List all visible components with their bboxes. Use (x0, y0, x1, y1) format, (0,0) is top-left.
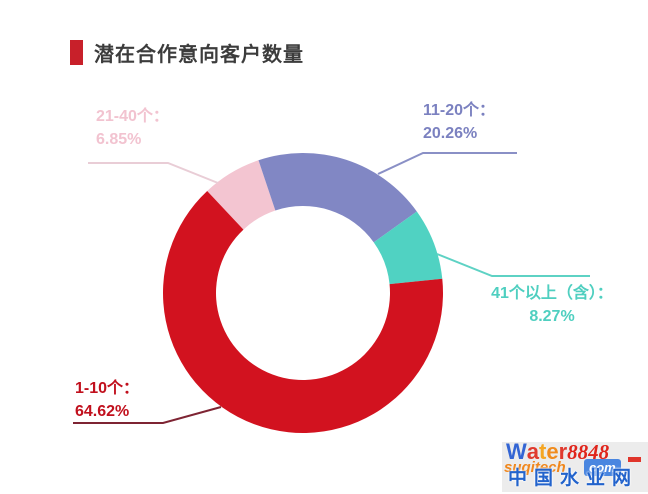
watermark-brand-letter: a (526, 439, 540, 464)
watermark-suqitech-text: suqitech (504, 459, 566, 476)
slice-label-percent: 64.62% (75, 403, 130, 420)
watermark-brand-letter: W (506, 439, 527, 464)
watermark-red-tag (628, 457, 641, 462)
slice-label-category: 1-10个： (75, 380, 140, 397)
slice-label-21-40: 21-40个： 6.85% (96, 106, 169, 151)
slice-label-category: 11-20个： (423, 102, 496, 119)
leader-line-21-40 (88, 162, 219, 184)
donut-slice-1-10 (163, 190, 443, 433)
page-title: 潜在合作意向客户数量 (94, 44, 304, 66)
watermark-brand-letter: r (558, 439, 568, 464)
watermark-brand-letter: e (546, 439, 559, 464)
leader-line-1-10 (73, 406, 222, 424)
leader-line-41plus (436, 253, 590, 277)
watermark-number: 8848 (567, 440, 610, 464)
slice-label-percent: 8.27% (529, 308, 575, 325)
donut-slice-21-40 (207, 160, 276, 230)
slice-label-category: 21-40个： (96, 108, 169, 125)
watermark-com-badge: com (584, 459, 621, 476)
slice-label-1-10: 1-10个： 64.62% (75, 378, 139, 423)
slice-label-percent: 20.26% (423, 125, 478, 142)
donut-slice-41plus (373, 211, 443, 285)
slice-label-percent: 6.85% (96, 131, 142, 148)
slice-label-11-20: 11-20个： 20.26% (423, 100, 495, 145)
watermark-cn-text: 中国水业网 (508, 468, 639, 489)
watermark: suqitech com Water8848 中国水业网 (502, 439, 648, 492)
donut-slice-11-20 (258, 153, 417, 243)
watermark-brand-text: Water8848 (506, 439, 609, 465)
leader-line-11-20 (377, 152, 517, 175)
watermark-brand-letter: t (539, 439, 547, 464)
slice-label-category: 41个以上（含）： (491, 285, 613, 302)
title-marker-bar (70, 40, 83, 65)
slice-label-41-plus: 41个以上（含）： 8.27% (462, 283, 642, 328)
chart-header: 潜在合作意向客户数量 (70, 38, 304, 67)
